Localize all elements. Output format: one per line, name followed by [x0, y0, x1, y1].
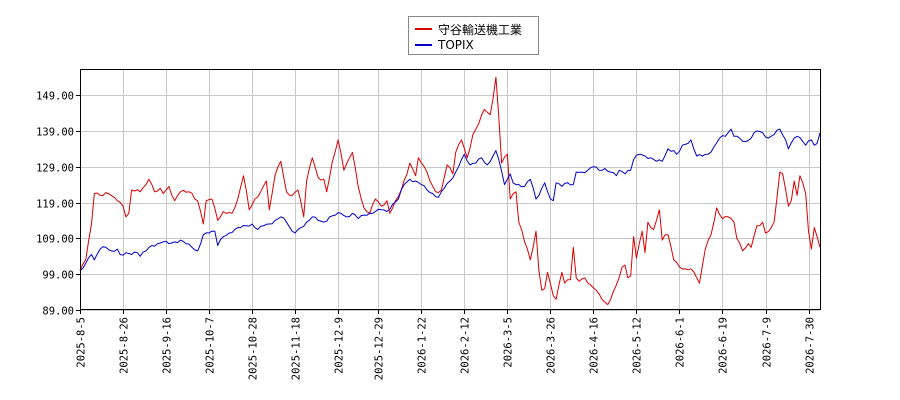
x-tick-label: 2026-7-30	[805, 317, 817, 374]
x-tick-label: 2025-12-9	[334, 317, 346, 374]
y-tick-label: 109.00	[36, 234, 74, 246]
y-tick-label: 149.00	[36, 91, 74, 103]
legend-swatch-series2	[415, 44, 432, 46]
x-tick-label: 2025-10-7	[205, 317, 217, 374]
x-tick-label: 2026-4-16	[589, 317, 601, 374]
x-tick-label: 2026-5-12	[632, 317, 644, 374]
legend: 守谷輸送機工業 TOPIX	[408, 16, 539, 55]
x-tick-label: 2025-12-29	[374, 317, 386, 380]
series-lines	[79, 76, 821, 306]
x-tick-label: 2025-8-5	[76, 317, 88, 368]
x-tick-label: 2025-10-28	[248, 317, 260, 380]
legend-item-series1: 守谷輸送機工業	[415, 21, 522, 37]
x-tick-label: 2026-3-5	[503, 317, 515, 368]
series-line-2	[79, 128, 821, 271]
x-tick-label: 2026-3-26	[546, 317, 558, 374]
x-tick-label: 2026-6-1	[675, 317, 687, 368]
y-tick-label: 89.00	[42, 306, 74, 318]
legend-item-series2: TOPIX	[415, 37, 474, 53]
x-tick-label: 2025-8-26	[119, 317, 131, 374]
series-line-1	[79, 76, 821, 306]
x-tick-label: 2026-7-9	[762, 317, 774, 368]
plot-frame	[80, 69, 821, 310]
x-tick-label: 2026-6-19	[718, 317, 730, 374]
legend-swatch-series1	[415, 28, 432, 30]
x-tick-label: 2025-9-16	[162, 317, 174, 374]
legend-label-series2: TOPIX	[438, 38, 474, 52]
x-tick-label: 2026-2-12	[460, 317, 472, 374]
y-tick-label: 119.00	[36, 199, 74, 211]
y-tick-label: 139.00	[36, 127, 74, 139]
axis-ticks: 149.00 139.00 129.00 119.00 109.00 99.00 89.00…	[36, 91, 816, 381]
y-tick-label: 129.00	[36, 163, 74, 175]
x-tick-label: 2026-1-22	[417, 317, 429, 374]
legend-label-series1: 守谷輸送機工業	[438, 22, 523, 37]
y-tick-label: 99.00	[42, 270, 74, 282]
x-tick-label: 2025-11-18	[291, 317, 303, 380]
grid	[80, 70, 820, 311]
